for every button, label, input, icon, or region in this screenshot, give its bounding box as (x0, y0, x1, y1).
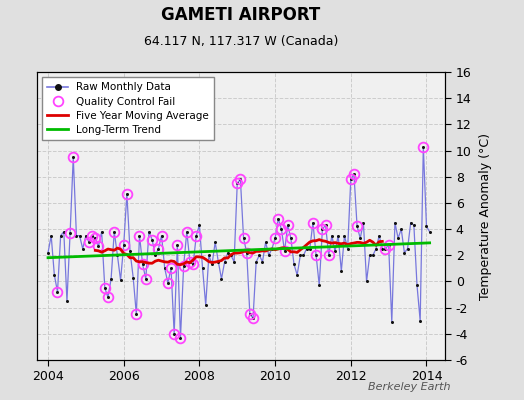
Legend: Raw Monthly Data, Quality Control Fail, Five Year Moving Average, Long-Term Tren: Raw Monthly Data, Quality Control Fail, … (42, 77, 214, 140)
Text: 64.117 N, 117.317 W (Canada): 64.117 N, 117.317 W (Canada) (144, 35, 338, 48)
Text: Berkeley Earth: Berkeley Earth (368, 382, 451, 392)
Y-axis label: Temperature Anomaly (°C): Temperature Anomaly (°C) (478, 132, 492, 300)
Text: GAMETI AIRPORT: GAMETI AIRPORT (161, 6, 321, 24)
